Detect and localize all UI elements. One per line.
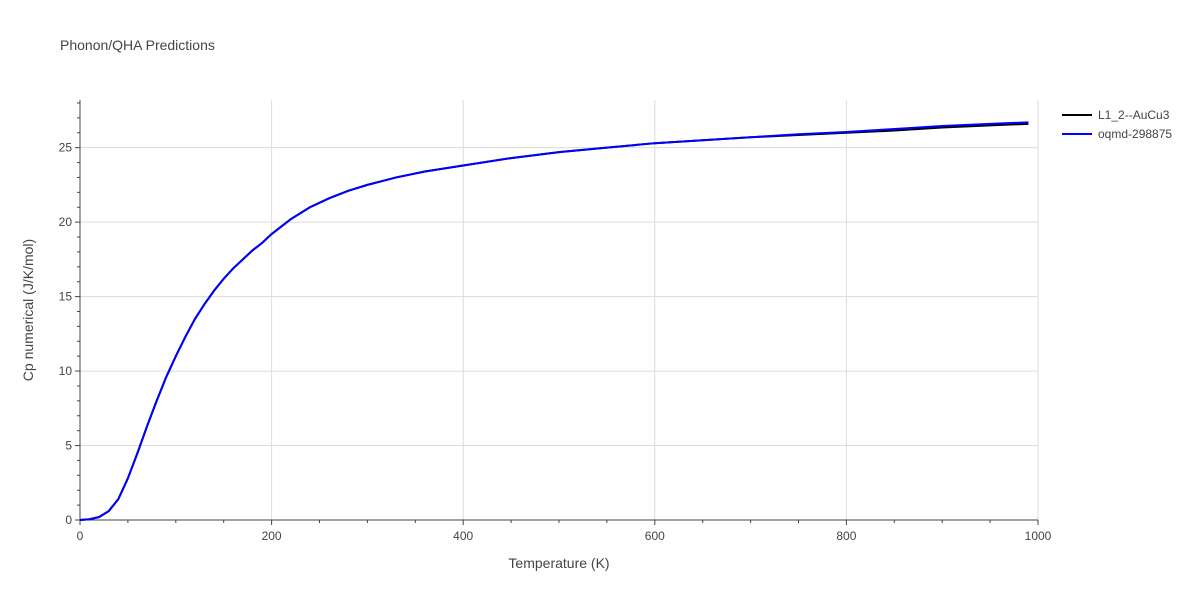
x-tick-label: 600 [645,529,665,543]
series-line-2[interactable] [79,121,1029,521]
x-tick-label: 200 [262,529,282,543]
x-tick-label: 400 [453,529,473,543]
grid-layer [80,100,1039,520]
x-tick-label: 1000 [1025,529,1052,543]
y-axis-title: Cp numerical (J/K/mol) [20,239,36,381]
y-tick-label: 20 [59,215,73,229]
y-tick-label: 0 [65,513,72,527]
x-tick-label: 800 [836,529,856,543]
y-tick-label: 25 [59,141,73,155]
legend-item-1[interactable]: L1_2--AuCu3 [1062,108,1170,122]
x-axis-title: Temperature (K) [508,555,609,571]
x-tick-label: 0 [77,529,84,543]
legend-label: L1_2--AuCu3 [1098,108,1170,122]
series-layer [79,121,1029,521]
chart-title: Phonon/QHA Predictions [60,37,215,53]
legend-label: oqmd-298875 [1098,127,1172,141]
axes-layer: 0 200 400 600 800 1000 0 5 10 15 20 25 [59,100,1052,543]
series-line-1[interactable] [79,122,1029,521]
y-tick-label: 10 [59,364,73,378]
y-tick-label: 5 [65,439,72,453]
y-tick-label: 15 [59,290,73,304]
legend-item-2[interactable]: oqmd-298875 [1062,127,1172,141]
legend[interactable]: L1_2--AuCu3 oqmd-298875 [1062,108,1172,141]
